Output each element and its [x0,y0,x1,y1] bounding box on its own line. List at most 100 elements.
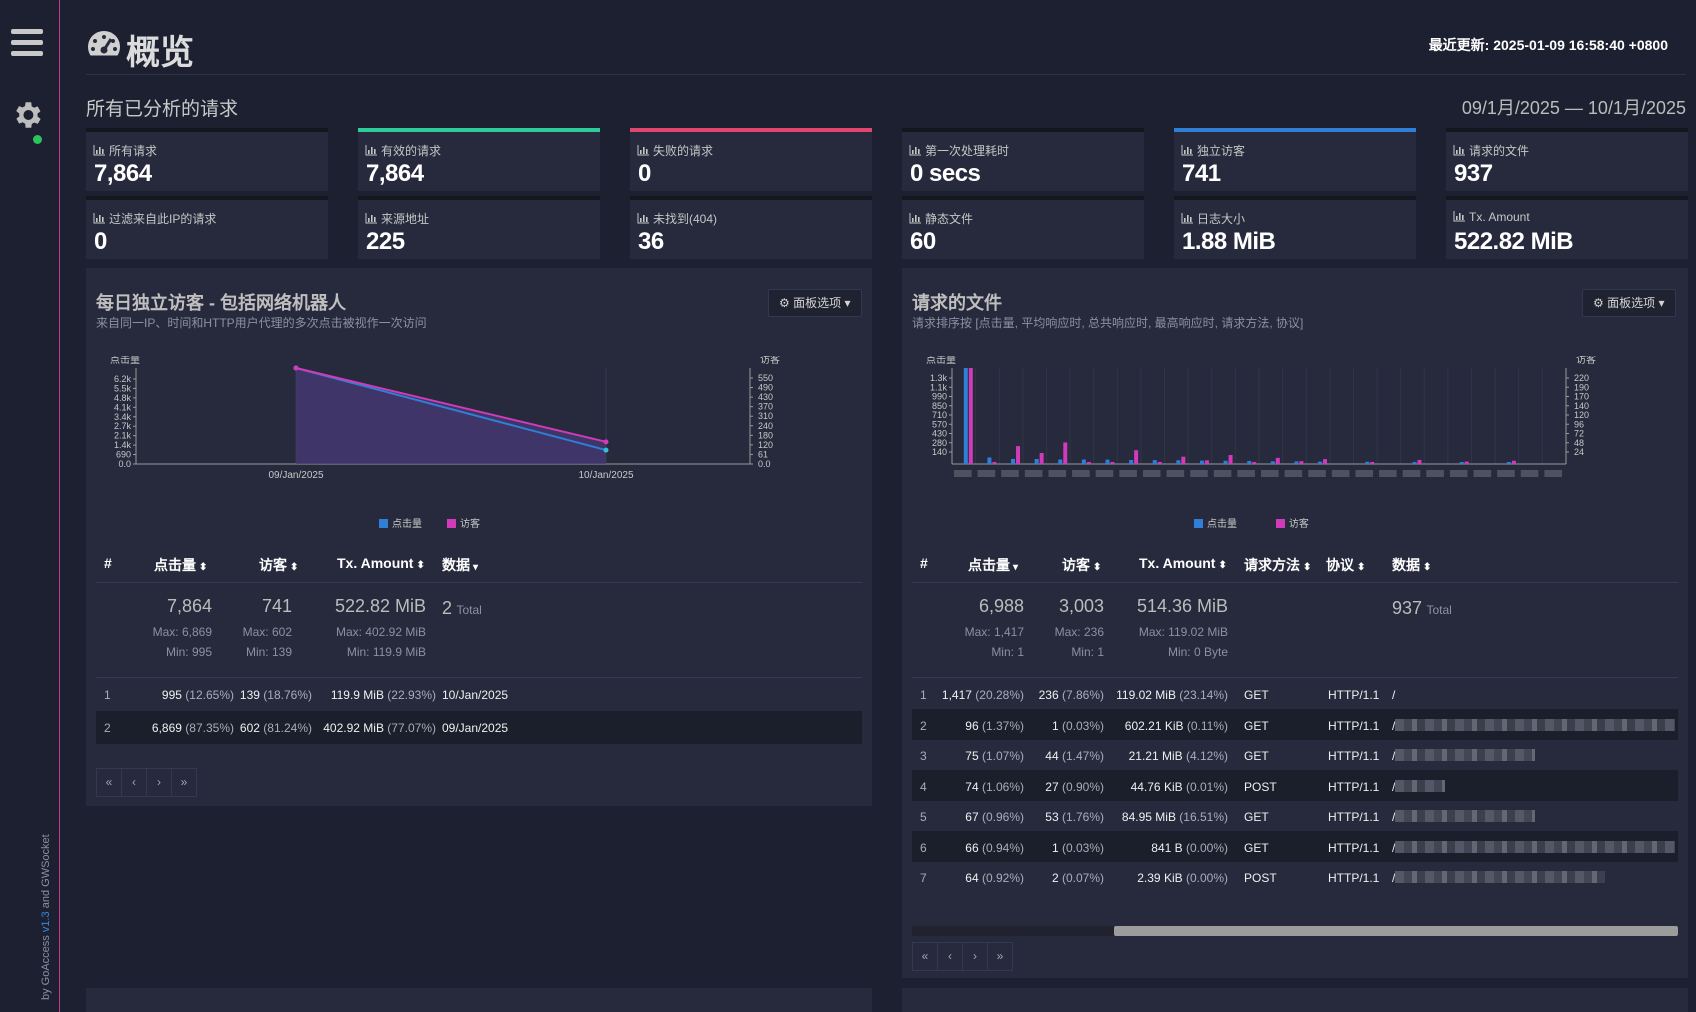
metric-label: 失败的请求 [637,142,713,159]
sort-icon: ⬍ [1093,562,1102,573]
tx-percent: (4.12%) [1185,749,1228,763]
metric-label-text: 请求的文件 [1469,144,1530,158]
tx-value: 21.21 MiB [1128,749,1183,763]
summary-visitors-min: Min: 1 [1071,645,1104,659]
table-row[interactable]: 1 1,417 (20.28%) 236 (7.86%) 119.02 MiB (23… [912,678,1678,709]
visitors-value: 602 [239,721,260,735]
bar-chart-icon [365,213,377,227]
row-index: 1 [920,688,927,702]
table-row[interactable]: 3 75 (1.07%) 44 (1.47%) 21.21 MiB (4.12%) GE… [912,739,1678,770]
col-tx-amount[interactable]: Tx. Amount ⬍ [1139,555,1227,571]
visitors-value: 1 [1051,840,1059,855]
summary-visitors: 741 [261,596,292,616]
y-tick-label-right: 190 [1574,382,1589,392]
bar-visitors [1204,460,1209,464]
first-page-button[interactable]: « [96,768,122,797]
row-index: 1 [104,688,111,702]
tx-percent: (0.01%) [1185,779,1228,794]
tx-value: 2.39 KiB [1137,871,1183,885]
y-tick-label-left: 2.7k [114,421,132,431]
y-tick-label-right: 170 [1574,392,1589,402]
visitors-percent: (0.90%) [1061,779,1104,794]
cell-protocol: HTTP/1.1 [1328,840,1380,855]
col-visitors[interactable]: 访客 ⬍ [1062,557,1102,573]
table-row[interactable]: 6 66 (0.94%) 1 (0.03%) 841 B (0.00%) GET HTTP… [912,830,1678,862]
version-link[interactable]: v1.3 [40,911,52,933]
gear-icon[interactable] [10,98,44,132]
table-row[interactable]: 4 74 (1.06%) 27 (0.90%) 44.76 KiB (0.01%) PO… [912,769,1678,801]
bar-visitors [1181,456,1186,464]
col-hits[interactable]: 点击量 ⬍ [154,557,208,573]
col-data[interactable]: 数据 ⬍ [1392,557,1432,573]
last-page-button[interactable]: » [987,942,1013,971]
visitors-panel-options-button[interactable]: ⚙ 面板选项 ▾ [768,289,862,317]
hits-value: 6,869 [151,721,182,735]
hits-percent: (87.35%) [185,721,234,735]
cell-hits: 995 (12.65%) [116,688,234,702]
metric-card: 来源地址 225 [358,196,600,259]
files-panel-options-button[interactable]: ⚙ 面板选项 ▾ [1582,289,1676,317]
bar-hits [1365,461,1370,464]
col-visitors[interactable]: 访客 ⬍ [259,557,299,573]
visitors-value: 1 [1051,718,1059,733]
row-index: 6 [920,840,927,855]
cell-method: GET [1244,688,1269,702]
hits-percent: (1.07%) [981,749,1024,763]
prev-page-button[interactable]: ‹ [937,942,963,971]
col-hits[interactable]: 点击量 ▾ [968,557,1019,573]
hits-value: 66 [965,840,979,855]
row-index: 5 [920,810,927,824]
prev-page-button[interactable]: ‹ [121,768,147,797]
y-tick-label-left: 1.1k [930,382,948,392]
cell-visitors: 602 (81.24%) [212,721,312,735]
cell-protocol: HTTP/1.1 [1328,749,1380,763]
hamburger-icon[interactable] [11,29,43,59]
y-tick-label-right: 120 [1574,410,1589,420]
visitors-percent: (0.03%) [1061,718,1104,733]
col-data[interactable]: 数据 ▾ [442,557,479,573]
bar-hits [1294,461,1299,464]
point-hits [603,447,609,453]
visitors-chart-legend[interactable]: 点击量 访客 [379,515,480,530]
cell-hits: 96 (1.37%) [922,719,1024,733]
bar-hits [1011,458,1016,464]
next-page-button[interactable]: › [146,768,172,797]
metric-label-text: 来源地址 [381,212,430,226]
col-method[interactable]: 请求方法 ⬍ [1244,557,1312,573]
bar-hits [963,368,968,464]
table-row[interactable]: 2 6,869 (87.35%) 602 (81.24%) 402.92 MiB (7… [96,711,862,744]
last-page-button[interactable]: » [171,768,197,797]
col-tx-amount[interactable]: Tx. Amount ⬍ [337,555,425,571]
files-chart-legend[interactable]: 点击量 访客 [1194,515,1309,530]
table-row[interactable]: 5 67 (0.96%) 53 (1.76%) 84.95 MiB (16.51%) G… [912,800,1678,831]
first-page-button[interactable]: « [912,942,938,971]
next-page-button[interactable]: › [962,942,988,971]
metric-card: 有效的请求 7,864 [358,128,600,191]
y-tick-label-left: 990 [932,392,947,402]
bar-chart-icon [637,213,649,227]
bar-visitors [1086,462,1091,464]
cell-tx: 44.76 KiB (0.01%) [1082,780,1228,794]
visitors-value: 236 [1038,688,1059,702]
divider [912,582,1678,583]
cell-method: POST [1244,779,1277,794]
last-updated: 最近更新: 2025-01-09 16:58:40 +0800 [1428,37,1668,53]
hits-percent: (0.96%) [981,810,1024,824]
table-row[interactable]: 1 995 (12.65%) 139 (18.76%) 119.9 MiB (22.9… [96,678,862,711]
scrollbar-thumb[interactable] [1114,926,1678,936]
visitors-value: 44 [1045,749,1059,763]
col-protocol[interactable]: 协议 ⬍ [1326,557,1366,573]
visitors-percent: (1.76%) [1061,810,1104,824]
table-row[interactable]: 7 64 (0.92%) 2 (0.07%) 2.39 KiB (0.00%) POST… [912,861,1678,892]
table-row[interactable]: 2 96 (1.37%) 1 (0.03%) 602.21 KiB (0.11%) GE… [912,708,1678,740]
y-tick-label-right: 24 [1574,447,1584,457]
summary-tx: 522.82 MiB [334,596,426,616]
x-tick-label-redacted [1072,470,1090,477]
x-tick-label-redacted [1284,470,1303,477]
x-tick-label-redacted [1142,470,1161,477]
cell-path: / [1392,749,1536,763]
series-line-visitors [295,367,607,443]
bar-hits [1129,459,1134,464]
cell-visitors: 53 (1.76%) [1014,810,1104,824]
y-axis-label-right: 访客 [760,356,780,366]
